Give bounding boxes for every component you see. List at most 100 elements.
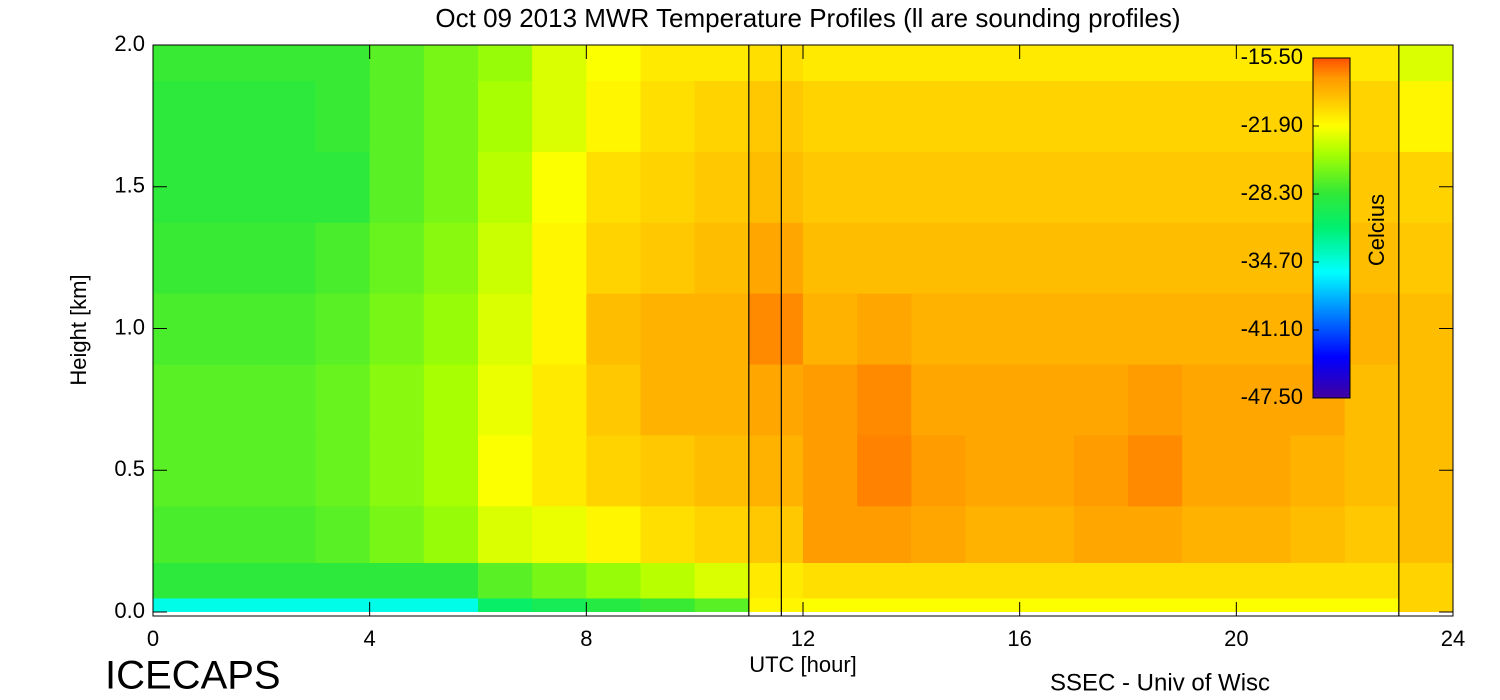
heatmap-cell <box>1182 222 1237 294</box>
heatmap-cell <box>261 562 317 599</box>
heatmap-cell <box>640 562 696 599</box>
heatmap-cell <box>1398 562 1453 599</box>
heatmap-cell <box>153 505 208 563</box>
heatmap-cell <box>911 597 967 612</box>
heatmap-cell <box>1398 222 1453 294</box>
heatmap-cell <box>315 80 371 152</box>
x-tick-label: 16 <box>1007 626 1031 651</box>
heatmap-cell <box>586 562 642 599</box>
heatmap-cell <box>857 562 912 599</box>
heatmap-cell <box>478 222 533 294</box>
heatmap-cell <box>911 363 967 436</box>
heatmap-cell <box>423 597 479 612</box>
heatmap-cell <box>1344 562 1400 599</box>
heatmap-cell <box>640 434 696 507</box>
heatmap-cell <box>1182 80 1237 152</box>
heatmap-cell <box>1344 505 1400 563</box>
heatmap-cell <box>532 45 587 82</box>
heatmap-cell <box>423 293 479 365</box>
heatmap-cell <box>803 45 858 82</box>
heatmap-cell <box>1182 45 1237 82</box>
heatmap-cell <box>803 80 858 152</box>
heatmap-cell <box>803 293 858 365</box>
heatmap-cell <box>1128 293 1183 365</box>
heatmap-cell <box>207 293 262 365</box>
heatmap-cell <box>965 80 1021 152</box>
colorbar-tick-label: -28.30 <box>1241 180 1303 205</box>
heatmap-cell <box>1019 505 1075 563</box>
heatmap-cell <box>857 363 912 436</box>
heatmap-cell <box>315 363 371 436</box>
heatmap-cell <box>532 562 587 599</box>
x-tick-label: 8 <box>580 626 592 651</box>
heatmap-cell <box>1344 363 1400 436</box>
heatmap-cell <box>748 45 804 82</box>
heatmap-cell <box>1073 151 1129 223</box>
heatmap-cell <box>694 151 750 223</box>
heatmap-cell <box>694 505 750 563</box>
heatmap-cell <box>1344 80 1400 152</box>
heatmap-cell <box>1073 597 1129 612</box>
y-tick-label: 1.0 <box>114 314 145 339</box>
heatmap-cell <box>532 293 587 365</box>
heatmap-cell <box>640 363 696 436</box>
heatmap-cell <box>1128 562 1183 599</box>
heatmap-cell <box>153 597 208 612</box>
heatmap-cell <box>369 597 425 612</box>
y-axis-label: Height [km] <box>66 274 91 385</box>
heatmap-cell <box>857 222 912 294</box>
heatmap-cell <box>1182 293 1237 365</box>
heatmap-cell <box>207 151 262 223</box>
heatmap-cell <box>965 562 1021 599</box>
heatmap-cell <box>1073 45 1129 82</box>
heatmap-cell <box>1019 45 1075 82</box>
heatmap-cell <box>748 222 804 294</box>
heatmap-cell <box>586 363 642 436</box>
heatmap-cell <box>153 562 208 599</box>
heatmap-cell <box>1128 80 1183 152</box>
heatmap-cell <box>532 597 587 612</box>
heatmap-cell <box>748 505 804 563</box>
heatmap-cell <box>423 80 479 152</box>
heatmap-cell <box>1019 151 1075 223</box>
heatmap-cell <box>532 151 587 223</box>
heatmap-cell <box>1236 222 1292 294</box>
heatmap-cell <box>423 151 479 223</box>
heatmap-cell <box>315 222 371 294</box>
heatmap-cell <box>315 597 371 612</box>
heatmap-cell <box>694 45 750 82</box>
colorbar-tick-label: -34.70 <box>1241 248 1303 273</box>
x-tick-label: 0 <box>147 626 159 651</box>
heatmap-cell <box>965 222 1021 294</box>
heatmap-cell <box>1344 597 1400 612</box>
heatmap-cell <box>586 222 642 294</box>
heatmap-cell <box>857 45 912 82</box>
footer-right: SSEC - Univ of Wisc <box>1050 669 1270 696</box>
heatmap-cell <box>1344 434 1400 507</box>
colorbar-label: Celcius <box>1364 194 1389 266</box>
heatmap-cell <box>1290 562 1346 599</box>
heatmap-cell <box>586 80 642 152</box>
heatmap-cell <box>1344 222 1400 294</box>
heatmap-cell <box>1290 597 1346 612</box>
heatmap-cell <box>532 434 587 507</box>
heatmap-cell <box>207 505 262 563</box>
heatmap-cell <box>1398 505 1453 563</box>
heatmap-cell <box>1019 597 1075 612</box>
heatmap-cell <box>911 45 967 82</box>
heatmap-cell <box>1182 562 1237 599</box>
heatmap-cell <box>857 80 912 152</box>
heatmap-cell <box>694 293 750 365</box>
heatmap-cell <box>1073 505 1129 563</box>
heatmap-cell <box>857 293 912 365</box>
heatmap-cell <box>748 363 804 436</box>
heatmap-cell <box>640 151 696 223</box>
heatmap-cell <box>423 562 479 599</box>
heatmap-cell <box>911 222 967 294</box>
heatmap-cell <box>1236 434 1292 507</box>
heatmap-cell <box>640 45 696 82</box>
heatmap-cell <box>640 597 696 612</box>
x-tick-label: 20 <box>1224 626 1248 651</box>
heatmap-cell <box>369 363 425 436</box>
